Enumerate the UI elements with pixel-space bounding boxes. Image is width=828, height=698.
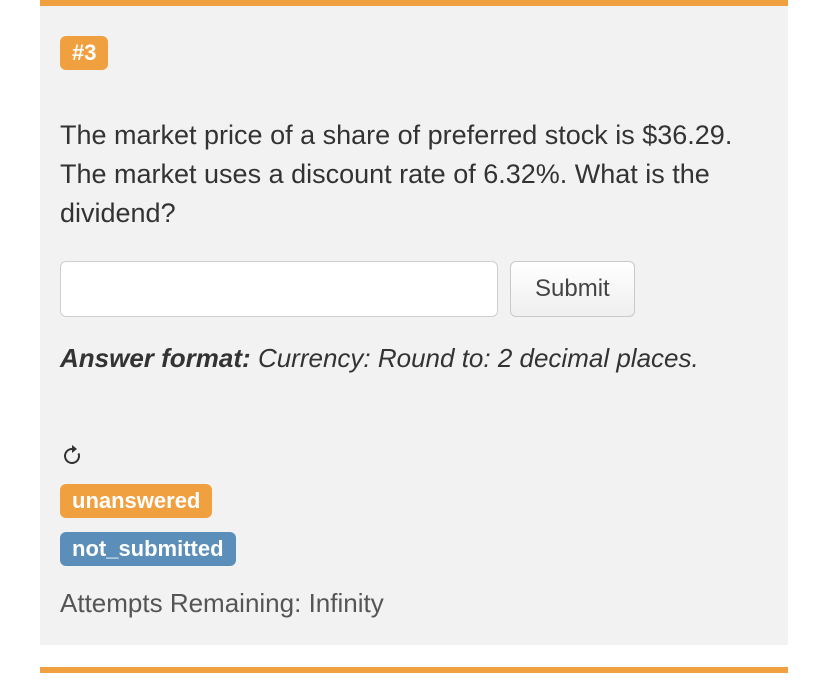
answer-format-line: Answer format: Currency: Round to: 2 dec… [60,343,768,374]
status-badge-not-submitted: not_submitted [60,532,236,566]
question-text: The market price of a share of preferred… [60,116,768,233]
submit-button[interactable]: Submit [510,261,635,317]
question-card: #3 The market price of a share of prefer… [40,6,788,645]
question-number-badge: #3 [60,36,108,70]
bottom-accent-bar [40,667,788,673]
status-badges: unanswered not_submitted [60,484,768,566]
attempts-remaining: Attempts Remaining: Infinity [60,588,768,619]
page-container: #3 The market price of a share of prefer… [0,0,828,673]
attempts-value: Infinity [309,588,384,618]
reload-icon[interactable] [60,444,84,468]
attempts-label: Attempts Remaining: [60,588,301,618]
answer-format-label: Answer format: [60,343,251,373]
answer-row: Submit [60,261,768,317]
answer-input[interactable] [60,261,498,317]
answer-format-value: Currency: Round to: 2 decimal places. [258,343,699,373]
status-badge-unanswered: unanswered [60,484,212,518]
